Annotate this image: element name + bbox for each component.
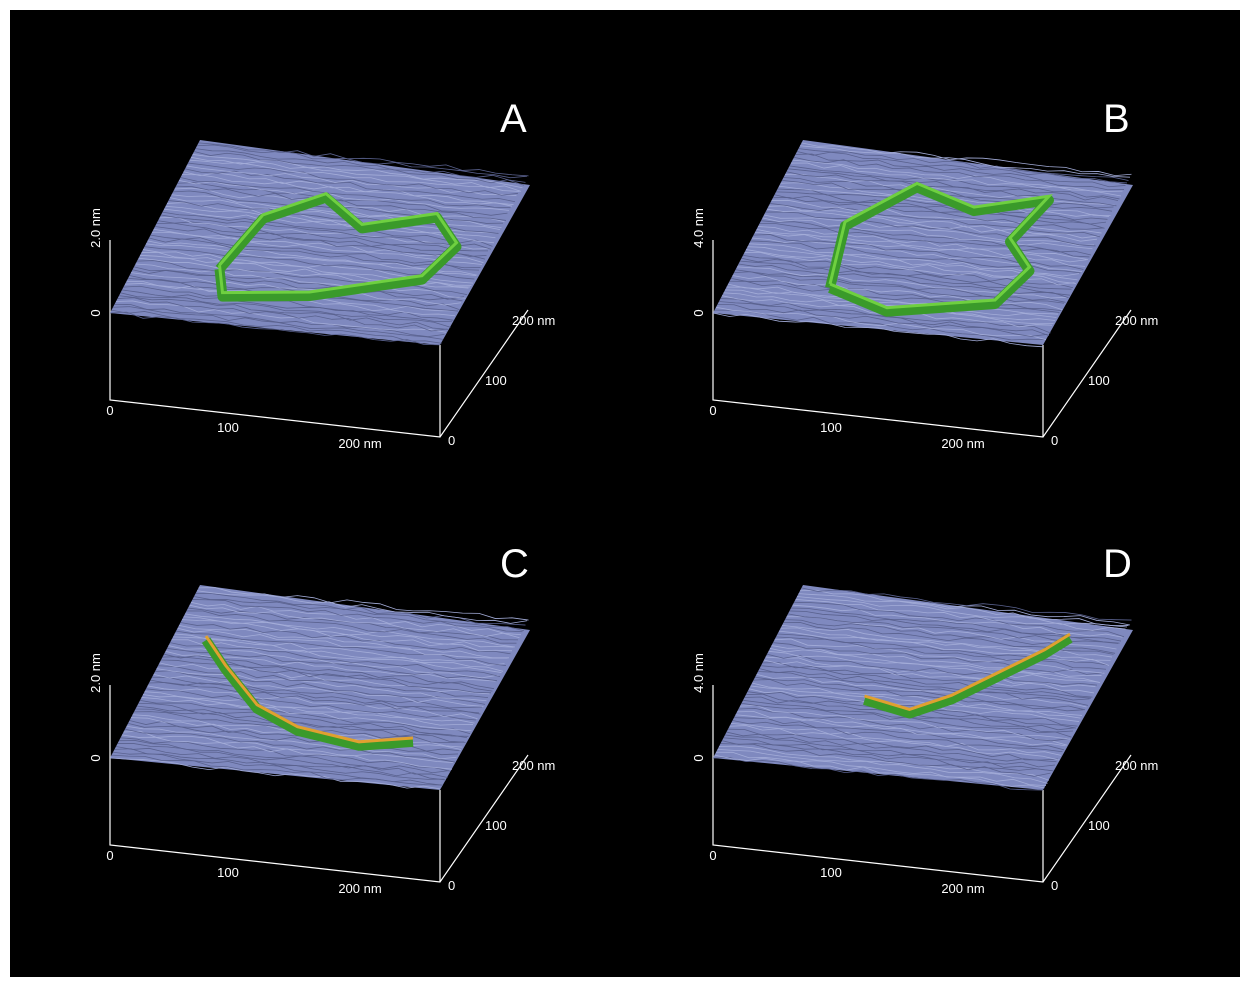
x-tick-label: 0	[106, 403, 113, 418]
y-tick-label: 200 nm	[512, 313, 555, 328]
z-tick-label: 4.0 nm	[691, 208, 706, 248]
panel-label: C	[500, 542, 529, 586]
z-tick-label: 0	[691, 754, 706, 761]
y-tick-label: 100	[485, 373, 507, 388]
x-tick-label: 0	[709, 403, 716, 418]
x-tick-label: 200 nm	[941, 881, 984, 896]
z-tick-label: 2.0 nm	[88, 653, 103, 693]
x-tick-label: 100	[217, 865, 239, 880]
x-tick-label: 100	[217, 420, 239, 435]
z-tick-label: 0	[88, 754, 103, 761]
y-tick-label: 0	[1051, 878, 1058, 893]
x-tick-label: 200 nm	[338, 881, 381, 896]
z-tick-label: 0	[88, 309, 103, 316]
z-tick-label: 0	[691, 309, 706, 316]
figure: A 2.0 nm 0 0 100 200 nm 0 100 200 nm B 4.0 nm 0 0 100…	[0, 0, 1250, 987]
y-tick-label: 0	[448, 433, 455, 448]
x-tick-label: 0	[106, 848, 113, 863]
z-tick-label: 4.0 nm	[691, 653, 706, 693]
y-tick-label: 100	[1088, 373, 1110, 388]
y-tick-label: 200 nm	[512, 758, 555, 773]
z-tick-label: 2.0 nm	[88, 208, 103, 248]
y-tick-label: 0	[448, 878, 455, 893]
x-tick-label: 200 nm	[941, 436, 984, 451]
y-tick-label: 100	[485, 818, 507, 833]
x-tick-label: 0	[709, 848, 716, 863]
x-tick-label: 200 nm	[338, 436, 381, 451]
y-tick-label: 200 nm	[1115, 758, 1158, 773]
panel-label: D	[1103, 542, 1132, 586]
x-tick-label: 100	[820, 865, 842, 880]
y-tick-label: 0	[1051, 433, 1058, 448]
panel-label: A	[500, 97, 527, 141]
x-tick-label: 100	[820, 420, 842, 435]
panel-label: B	[1103, 97, 1130, 141]
y-tick-label: 100	[1088, 818, 1110, 833]
y-tick-label: 200 nm	[1115, 313, 1158, 328]
